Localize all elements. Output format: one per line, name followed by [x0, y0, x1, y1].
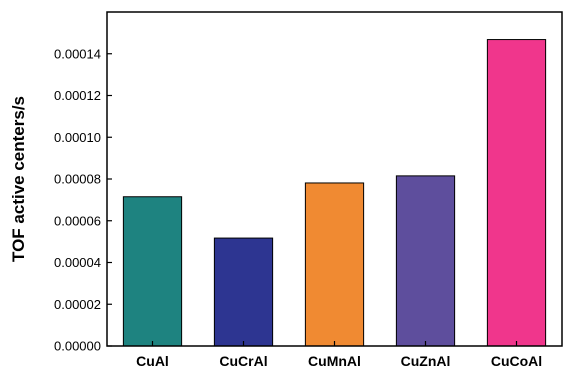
y-tick-label: 0.00008: [54, 172, 101, 187]
y-ticks-group: 0.00000 0.00002 0.00004 0.00006 0.00008 0.000…: [54, 46, 112, 354]
x-category-label: CuCrAl: [219, 353, 267, 369]
y-tick-label: 0.00000: [54, 339, 101, 354]
x-category-label: CuCoAl: [491, 353, 542, 369]
y-tick-label: 0.00012: [54, 88, 101, 103]
bar-cumnal: [304, 182, 365, 347]
x-category-label: CuMnAl: [308, 353, 361, 369]
y-tick-label: 0.00006: [54, 213, 101, 228]
bar-cuznal: [395, 175, 456, 347]
bar-cual: [122, 196, 183, 347]
bars-group: [122, 39, 547, 347]
bar-cucral: [213, 237, 274, 347]
x-category-label: CuZnAl: [401, 353, 451, 369]
y-tick-label: 0.00002: [54, 297, 101, 312]
bar-cucoal: [486, 39, 547, 347]
y-tick-label: 0.00004: [54, 255, 101, 270]
y-tick-label: 0.00014: [54, 46, 101, 61]
y-tick-label: 0.00010: [54, 130, 101, 145]
y-axis-title: TOF active centers/s: [9, 96, 28, 262]
x-labels-group: CuAl CuCrAl CuMnAl CuZnAl CuCoAl: [136, 341, 542, 369]
x-category-label: CuAl: [136, 353, 169, 369]
plot-frame: [106, 11, 563, 347]
